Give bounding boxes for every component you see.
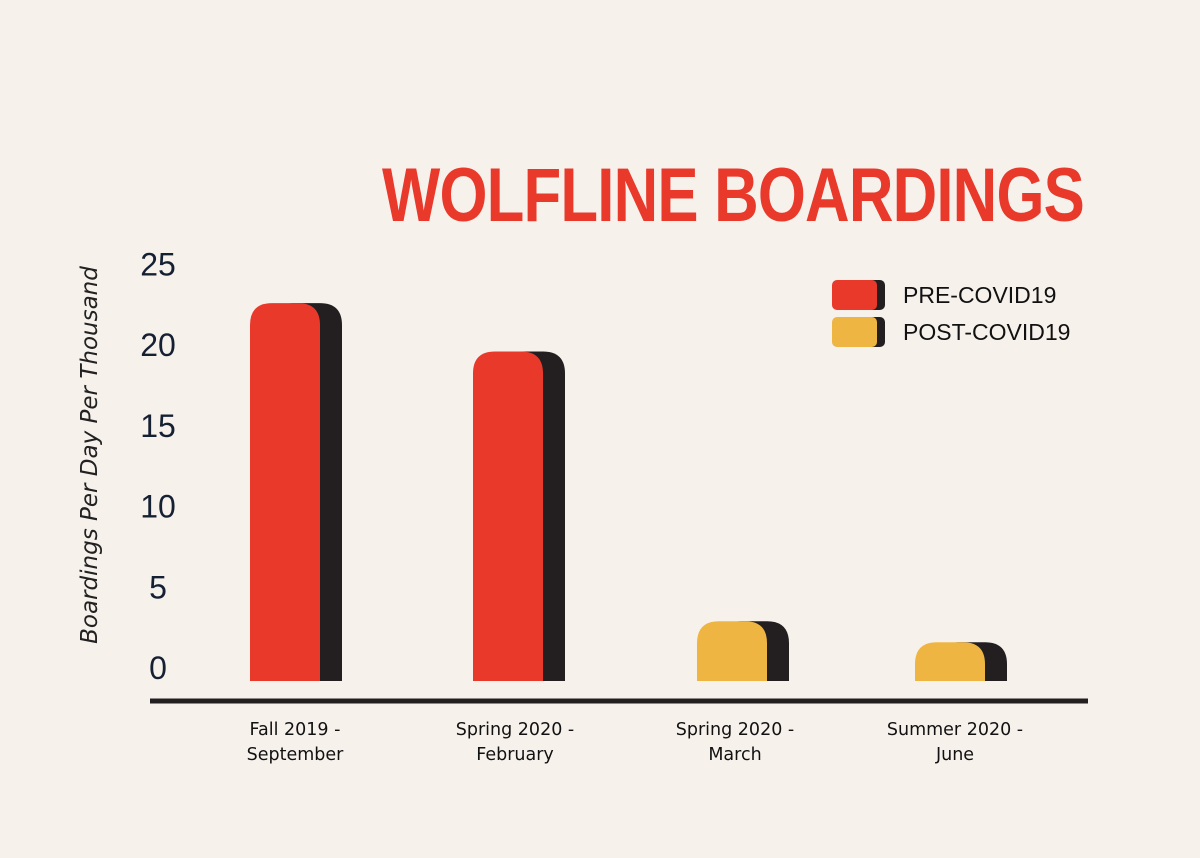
legend-swatch (832, 317, 877, 347)
bar (473, 351, 543, 681)
legend-label: PRE-COVID19 (903, 282, 1056, 308)
y-tick-label: 5 (149, 569, 167, 605)
legend: PRE-COVID19 POST-COVID19 (832, 280, 1070, 347)
chart-title: WOLFLINE BOARDINGS (382, 153, 1084, 238)
x-tick-label: Summer 2020 -June (887, 720, 1023, 765)
bar (250, 303, 320, 681)
y-tick-label: 10 (140, 489, 176, 525)
y-axis-label: Boardings Per Day Per Thousand (77, 266, 103, 644)
y-tick-label: 15 (140, 408, 176, 444)
legend-label: POST-COVID19 (903, 319, 1070, 345)
legend-swatch (832, 280, 877, 310)
x-tick-label: Fall 2019 -September (247, 720, 345, 765)
bar (915, 642, 985, 681)
bar (697, 621, 767, 681)
x-tick-label: Spring 2020 -February (456, 720, 574, 765)
y-tick-label: 0 (149, 650, 167, 686)
x-tick-label: Spring 2020 -March (676, 720, 794, 765)
y-axis-ticks: 0 5 10 15 20 25 (140, 246, 176, 686)
x-axis-ticks: Fall 2019 -September Spring 2020 -Februar… (247, 720, 1023, 765)
y-tick-label: 25 (140, 246, 176, 282)
bars (250, 303, 1007, 681)
y-tick-label: 20 (140, 327, 176, 363)
